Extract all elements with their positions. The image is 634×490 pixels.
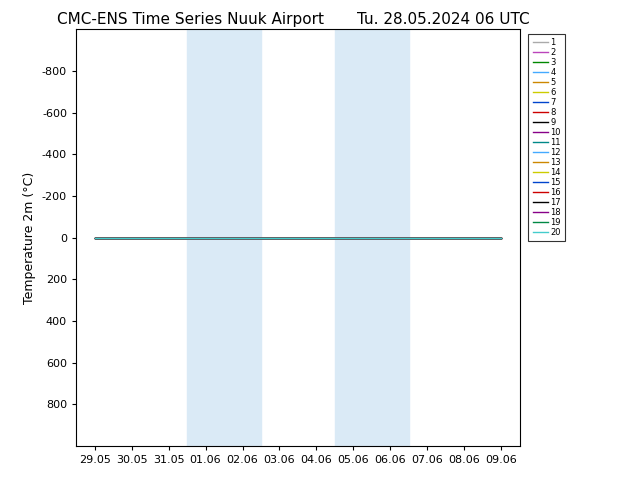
Text: CMC-ENS Time Series Nuuk Airport: CMC-ENS Time Series Nuuk Airport — [56, 12, 324, 27]
Legend: 1, 2, 3, 4, 5, 6, 7, 8, 9, 10, 11, 12, 13, 14, 15, 16, 17, 18, 19, 20: 1, 2, 3, 4, 5, 6, 7, 8, 9, 10, 11, 12, 1… — [529, 34, 565, 241]
Bar — [187, 29, 261, 446]
Bar — [335, 29, 409, 446]
Y-axis label: Temperature 2m (°C): Temperature 2m (°C) — [23, 172, 36, 304]
Text: Tu. 28.05.2024 06 UTC: Tu. 28.05.2024 06 UTC — [358, 12, 530, 27]
